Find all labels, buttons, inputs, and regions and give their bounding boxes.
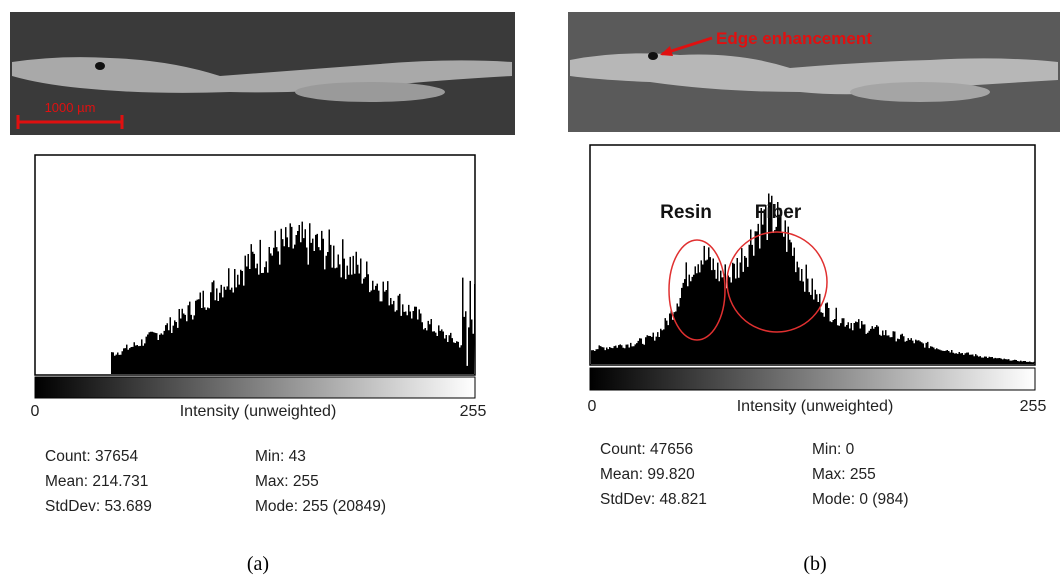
peak-marker (668, 239, 726, 341)
peak-label: Fiber (755, 202, 802, 223)
peak-label: Resin (660, 202, 712, 223)
stat: Count: 37654 (45, 448, 138, 465)
peak-marker (726, 231, 828, 333)
stat: Max: 255 (812, 466, 876, 483)
stat: Mean: 99.820 (600, 466, 695, 483)
scale-label: 1000 µm (45, 100, 96, 115)
stat: Min: 43 (255, 448, 306, 465)
axis-min: 0 (31, 403, 40, 420)
stat: Mode: 255 (20849) (255, 498, 386, 515)
intensity-bar (34, 376, 476, 399)
stat: Min: 0 (812, 441, 855, 458)
arrow-head (660, 46, 673, 56)
axis-min: 0 (588, 398, 597, 415)
stat: Count: 47656 (600, 441, 693, 458)
stat: StdDev: 48.821 (600, 491, 707, 508)
axis-max: 255 (1020, 398, 1047, 415)
stat: Mean: 214.731 (45, 473, 148, 490)
stat: StdDev: 53.689 (45, 498, 152, 515)
axis-title: Intensity (unweighted) (180, 403, 337, 420)
caption: (b) (803, 553, 826, 575)
void (648, 52, 658, 60)
axis-title: Intensity (unweighted) (737, 398, 894, 415)
histogram (36, 221, 476, 374)
stat: Mode: 0 (984) (812, 491, 909, 508)
annotation: Edge enhancement (716, 29, 872, 48)
caption: (a) (247, 553, 269, 575)
histogram (591, 193, 1035, 364)
axis-max: 255 (460, 403, 487, 420)
fiber-bundle (850, 82, 990, 102)
fiber-bundle (295, 82, 445, 102)
intensity-bar (589, 367, 1036, 391)
stat: Max: 255 (255, 473, 319, 490)
void (95, 62, 105, 70)
